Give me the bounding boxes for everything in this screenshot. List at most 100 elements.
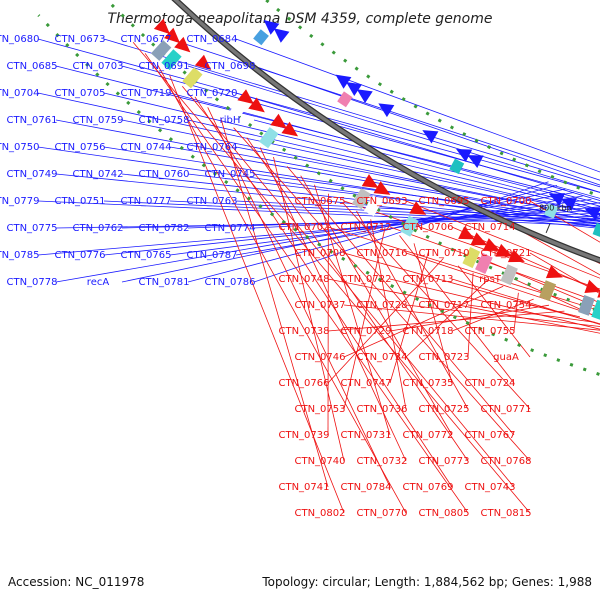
- gene-label: CTN_0714: [464, 222, 515, 233]
- gene-label: CTN_0728: [356, 300, 407, 311]
- gene-label: rpsT: [479, 274, 502, 285]
- leader-line: [467, 272, 474, 358]
- leader-line: [103, 38, 600, 188]
- leader-line: [314, 184, 391, 436]
- cog-block: [259, 127, 279, 149]
- gene-label: CTN_0750: [0, 142, 40, 153]
- reverse-gene-arrow: [194, 54, 212, 71]
- gene-label: CTN_0706: [402, 222, 453, 233]
- leader-line: [132, 41, 531, 514]
- gene-label: CTN_0740: [294, 456, 345, 467]
- cog-block: [578, 295, 595, 316]
- leader-line: [389, 226, 600, 304]
- leader-line: [187, 119, 600, 215]
- gene-label: CTN_0815: [480, 508, 531, 519]
- forward-gene-arrow: [356, 89, 373, 104]
- gene-label: CTN_0722: [340, 274, 391, 285]
- leader-line: [103, 200, 600, 225]
- gene-label: CTN_0718: [402, 326, 453, 337]
- reverse-gene-arrow: [545, 265, 563, 279]
- gene-label: CTN_0754: [480, 300, 531, 311]
- leader-line: [187, 173, 600, 224]
- gene-label: CTN_0723: [418, 352, 469, 363]
- gene-arrows: [153, 18, 600, 298]
- leader-line: [457, 265, 531, 358]
- leader-line: [300, 175, 453, 436]
- gene-label: recA: [87, 277, 110, 288]
- gene-label: CTN_0737: [294, 300, 345, 311]
- gene-label: CTN_0758: [138, 115, 189, 126]
- gene-label: ribH: [220, 115, 241, 126]
- forward-gene-arrow: [467, 155, 484, 168]
- gene-label: CTN_0770: [356, 508, 407, 519]
- gene-label: CTN_0802: [294, 508, 345, 519]
- gene-label: CTN_0784: [340, 482, 391, 493]
- tick-label: 800 kbp: [539, 204, 572, 213]
- cog-block: [449, 158, 465, 175]
- gene-label: CTN_0698: [204, 61, 255, 72]
- leader-line: [273, 156, 345, 462]
- reverse-gene-arrow: [409, 201, 427, 215]
- reverse-gene-arrow: [507, 249, 525, 263]
- forward-gene-arrow: [263, 20, 280, 35]
- gene-label: CTN_0741: [278, 482, 329, 493]
- leader-line: [121, 119, 600, 219]
- gene-label: CTN_0677: [120, 34, 171, 45]
- gene-label: CTN_0725: [418, 404, 469, 415]
- cog-block: [475, 252, 493, 274]
- leader-line: [169, 75, 345, 514]
- cog-block: [253, 29, 269, 46]
- gene-label: CTN_0675: [294, 196, 345, 207]
- gene-label: CTN_0762: [72, 223, 123, 234]
- leader-line: [194, 96, 453, 488]
- leader-line: [513, 278, 600, 319]
- cog-block: [592, 222, 600, 237]
- gene-label: CTN_0765: [120, 250, 171, 261]
- gene-label: CTN_0747: [340, 378, 391, 389]
- leader-line: [327, 226, 600, 312]
- reverse-gene-arrow: [373, 181, 391, 195]
- forward-gene-arrow: [422, 130, 439, 144]
- gene-label: CTN_0779: [0, 196, 40, 207]
- gene-label: CTN_0738: [278, 326, 329, 337]
- gene-label: CTN_0760: [138, 169, 189, 180]
- gene-label: CTN_0703: [72, 61, 123, 72]
- gene-label: CTN_0767: [464, 430, 515, 441]
- gene-label: CTN_0673: [54, 34, 105, 45]
- leader-line: [187, 185, 558, 283]
- leader-line: [37, 146, 600, 228]
- cog-block: [337, 91, 353, 108]
- gene-label: CTN_0774: [204, 223, 255, 234]
- leader-line: [207, 107, 391, 488]
- leader-line: [451, 226, 600, 292]
- leader-line: [343, 304, 600, 331]
- gene-label: CTN_0744: [120, 142, 171, 153]
- gene-label: CTN_0782: [138, 223, 189, 234]
- gene-label: CTN_0764: [186, 142, 237, 153]
- gene-label: CTN_0732: [356, 456, 407, 467]
- gene-label: CTN_0685: [6, 61, 57, 72]
- leader-line: [144, 53, 469, 514]
- gene-label: CTN_0756: [54, 142, 105, 153]
- reverse-gene-arrow: [361, 174, 379, 189]
- leader-line: [513, 226, 600, 276]
- gene-label: CTN_0751: [54, 196, 105, 207]
- leader-line: [327, 278, 600, 334]
- gene-label: CTN_0753: [294, 404, 345, 415]
- leader-line: [389, 278, 600, 330]
- gene-label: CTN_0759: [72, 115, 123, 126]
- gene-label: CTN_0776: [54, 250, 105, 261]
- leader-line: [253, 119, 600, 210]
- forward-gene-arrow: [584, 207, 600, 221]
- gene-label: CTN_0713: [402, 274, 453, 285]
- leader-line: [55, 173, 600, 229]
- leader-line: [327, 310, 565, 332]
- leader-line: [405, 252, 600, 318]
- gene-label: CTN_0761: [6, 115, 57, 126]
- gene-label: CTN_0781: [138, 277, 189, 288]
- gene-labels: CTN_0680 CTN_0673 CTN_0677 CTN_0684 CTN_0685…: [0, 34, 532, 519]
- reverse-gene-arrow: [470, 232, 488, 246]
- backbone-line: [173, 0, 600, 263]
- leader-line: [413, 243, 453, 384]
